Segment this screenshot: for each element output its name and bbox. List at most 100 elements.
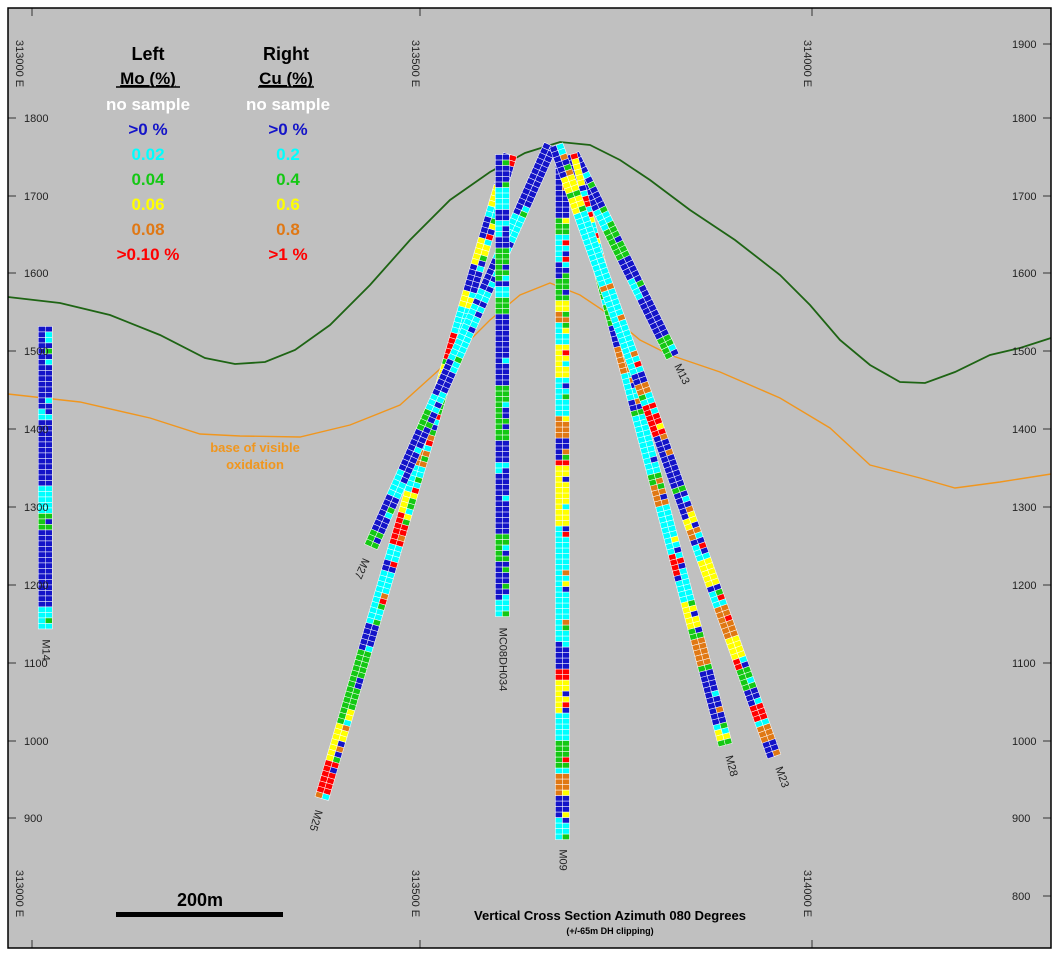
drillhole-interval-cu	[45, 386, 53, 393]
drillhole-interval-cu	[562, 333, 570, 340]
drillhole-interval-cu	[502, 269, 510, 276]
drillhole-interval-cu	[370, 541, 380, 551]
drillhole-interval-cu	[562, 514, 570, 521]
drillhole-interval-mo	[38, 524, 46, 531]
drillhole-label: M25	[307, 808, 325, 832]
drillhole-interval-mo	[495, 253, 503, 260]
drillhole-interval-mo	[495, 533, 503, 540]
drillhole-interval-mo	[495, 412, 503, 419]
drillhole-interval-mo	[555, 745, 563, 752]
drillhole-interval-mo	[495, 203, 503, 210]
drillhole-interval-mo	[495, 390, 503, 397]
drillhole-interval-mo	[555, 580, 563, 587]
legend-left-item: >0.10 %	[117, 245, 180, 264]
drillhole-interval-cu	[502, 280, 510, 287]
drillhole-interval-cu	[502, 506, 510, 513]
elevation-tick: 1800	[1012, 113, 1036, 125]
drillhole-interval-mo	[38, 452, 46, 459]
elevation-tick: 1400	[24, 424, 48, 436]
drillhole-interval-cu	[502, 511, 510, 518]
drillhole-interval-mo	[495, 308, 503, 315]
drillhole-interval-cu	[502, 605, 510, 612]
drillhole-interval-mo	[555, 828, 563, 835]
drillhole-interval-mo	[495, 220, 503, 227]
drillhole-interval-mo	[555, 311, 563, 318]
drillhole-interval-cu	[502, 341, 510, 348]
drillhole-interval-mo	[495, 176, 503, 183]
drillhole-interval-mo	[38, 331, 46, 338]
elevation-tick: 1200	[24, 580, 48, 592]
drillhole-interval-cu	[562, 459, 570, 466]
drillhole-interval-cu	[562, 569, 570, 576]
drillhole-interval-cu	[502, 390, 510, 397]
drillhole-interval-mo	[555, 806, 563, 813]
drillhole-interval-mo	[555, 344, 563, 351]
drillhole-interval-cu	[562, 575, 570, 582]
drillhole-interval-mo	[495, 445, 503, 452]
drillhole-interval-mo	[38, 469, 46, 476]
drillhole-interval-mo	[495, 165, 503, 172]
drillhole-interval-mo	[555, 393, 563, 400]
drillhole-interval-mo	[495, 418, 503, 425]
drillhole-interval-mo	[495, 258, 503, 265]
drillhole-interval-mo	[38, 623, 46, 630]
drillhole-label: M09	[556, 849, 568, 870]
drillhole-interval-mo	[555, 333, 563, 340]
drillhole-interval-mo	[38, 535, 46, 542]
drillhole-interval-mo	[38, 386, 46, 393]
drillhole-label: M28	[723, 754, 740, 778]
drillhole-interval-cu	[45, 524, 53, 531]
drillhole-interval-cu	[562, 415, 570, 422]
drillhole-interval-cu	[45, 452, 53, 459]
drillhole-interval-mo	[495, 264, 503, 271]
drillhole-interval-cu	[502, 379, 510, 386]
elevation-tick: 1600	[1012, 268, 1036, 280]
drillhole-interval-mo	[555, 641, 563, 648]
drillhole-interval-mo	[555, 822, 563, 829]
drillhole-interval-cu	[562, 580, 570, 587]
drillhole-interval-mo	[495, 225, 503, 232]
drillhole-interval-mo	[555, 283, 563, 290]
drillhole-interval-cu	[45, 392, 53, 399]
drillhole-interval-cu	[502, 170, 510, 177]
drillhole-interval-cu	[562, 498, 570, 505]
elevation-axis-right: 1900 1800 1700 1600 1500 1400 1300 1200 …	[1012, 39, 1036, 903]
drillhole-interval-cu	[562, 437, 570, 444]
drillhole-interval-cu	[45, 606, 53, 613]
drillhole-interval-cu	[562, 558, 570, 565]
drillhole-interval-mo	[555, 668, 563, 675]
drillhole-interval-mo	[555, 751, 563, 758]
drillhole-interval-mo	[555, 294, 563, 301]
drillhole-interval-cu	[562, 399, 570, 406]
drillhole-interval-cu	[502, 335, 510, 342]
drillhole-interval-cu	[502, 352, 510, 359]
drillhole-interval-cu	[562, 679, 570, 686]
drillhole-interval-mo	[495, 594, 503, 601]
drillhole-interval-mo	[555, 663, 563, 670]
oxidation-label-line2: oxidation	[226, 457, 284, 472]
drillhole-interval-mo	[555, 740, 563, 747]
drillhole-interval-mo	[555, 426, 563, 433]
drillhole-interval-mo	[495, 561, 503, 568]
drillhole-interval-mo	[555, 685, 563, 692]
drillhole-interval-cu	[562, 652, 570, 659]
drillhole-interval-mo	[495, 407, 503, 414]
drillhole-interval-cu	[562, 591, 570, 598]
drillhole-interval-mo	[555, 476, 563, 483]
drillhole-interval-mo	[555, 756, 563, 763]
drillhole-interval-mo	[495, 434, 503, 441]
drillhole-interval-mo	[555, 707, 563, 714]
elevation-tick: 1900	[1012, 39, 1036, 51]
drillhole-m23	[549, 142, 782, 760]
drillhole-interval-mo	[495, 181, 503, 188]
drillhole-interval-mo	[38, 392, 46, 399]
drillhole-interval-mo	[555, 646, 563, 653]
drillhole-interval-mo	[495, 577, 503, 584]
drillhole-interval-cu	[502, 396, 510, 403]
drillhole-interval-mo	[555, 784, 563, 791]
drillhole-interval-mo	[555, 767, 563, 774]
drillhole-interval-mo	[495, 187, 503, 194]
drillhole-interval-cu	[562, 283, 570, 290]
drillhole-interval-mo	[555, 459, 563, 466]
section-title: Vertical Cross Section Azimuth 080 Degre…	[474, 908, 746, 923]
